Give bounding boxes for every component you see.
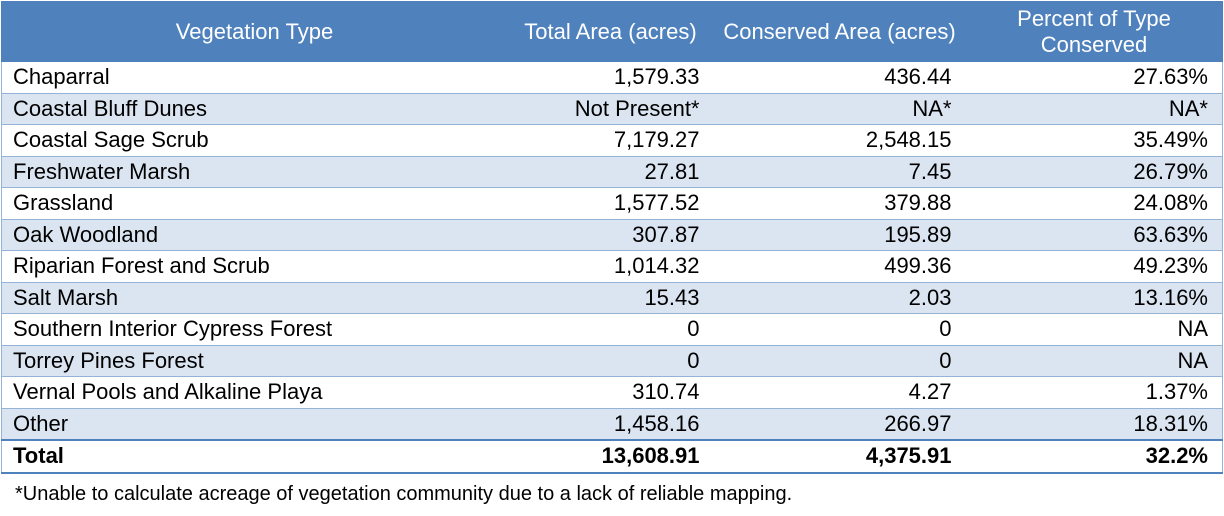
cell-conserved-area: 4.27 <box>713 376 966 409</box>
cell-vegetation-type: Southern Interior Cypress Forest <box>1 313 508 346</box>
cell-conserved-area: 2.03 <box>713 281 966 314</box>
cell-total-area: 7,179.27 <box>507 124 714 157</box>
cell-total-area: Not Present* <box>507 92 714 125</box>
cell-vegetation-type: Vernal Pools and Alkaline Playa <box>1 376 508 409</box>
table-row: Grassland 1,577.52 379.88 24.08% <box>1 187 1223 220</box>
cell-conserved-area: 379.88 <box>713 187 966 220</box>
cell-percent-conserved: 24.08% <box>965 187 1223 220</box>
table-row: Other 1,458.16 266.97 18.31% <box>1 407 1223 441</box>
table-body: Chaparral 1,579.33 436.44 27.63% Coastal… <box>1 61 1223 474</box>
cell-conserved-area: 195.89 <box>713 218 966 251</box>
cell-vegetation-type: Freshwater Marsh <box>1 155 508 188</box>
cell-percent-conserved: 26.79% <box>965 155 1223 188</box>
cell-total-area: 27.81 <box>507 155 714 188</box>
footnote: *Unable to calculate acreage of vegetati… <box>15 483 793 505</box>
table-row: Salt Marsh 15.43 2.03 13.16% <box>1 281 1223 314</box>
table-row: Oak Woodland 307.87 195.89 63.63% <box>1 218 1223 251</box>
table-row: Vernal Pools and Alkaline Playa 310.74 4… <box>1 376 1223 409</box>
cell-conserved-area: 499.36 <box>713 250 966 283</box>
header-row: Vegetation Type Total Area (acres) Conse… <box>1 1 1223 62</box>
cell-conserved-area: 7.45 <box>713 155 966 188</box>
total-percent-conserved: 32.2% <box>965 439 1223 474</box>
cell-total-area: 0 <box>507 313 714 346</box>
cell-percent-conserved: 63.63% <box>965 218 1223 251</box>
header-vegetation-type: Vegetation Type <box>1 1 508 62</box>
cell-conserved-area: 0 <box>713 344 966 377</box>
cell-percent-conserved: NA <box>965 344 1223 377</box>
cell-total-area: 15.43 <box>507 281 714 314</box>
cell-vegetation-type: Salt Marsh <box>1 281 508 314</box>
cell-percent-conserved: 49.23% <box>965 250 1223 283</box>
cell-vegetation-type: Coastal Bluff Dunes <box>1 92 508 125</box>
table-row: Chaparral 1,579.33 436.44 27.63% <box>1 61 1223 94</box>
table-row: Freshwater Marsh 27.81 7.45 26.79% <box>1 155 1223 188</box>
table-header: Vegetation Type Total Area (acres) Conse… <box>1 1 1223 62</box>
cell-vegetation-type: Grassland <box>1 187 508 220</box>
table-row: Torrey Pines Forest 0 0 NA <box>1 344 1223 377</box>
header-percent-conserved: Percent of Type Conserved <box>965 1 1223 62</box>
cell-percent-conserved: 18.31% <box>965 407 1223 441</box>
cell-conserved-area: 2,548.15 <box>713 124 966 157</box>
cell-percent-conserved: 27.63% <box>965 61 1223 94</box>
cell-total-area: 307.87 <box>507 218 714 251</box>
cell-total-area: 1,579.33 <box>507 61 714 94</box>
cell-total-area: 1,014.32 <box>507 250 714 283</box>
cell-percent-conserved: 13.16% <box>965 281 1223 314</box>
cell-vegetation-type: Coastal Sage Scrub <box>1 124 508 157</box>
cell-total-area: 0 <box>507 344 714 377</box>
cell-total-area: 1,458.16 <box>507 407 714 441</box>
cell-vegetation-type: Oak Woodland <box>1 218 508 251</box>
cell-vegetation-type: Chaparral <box>1 61 508 94</box>
total-conserved-sum: 4,375.91 <box>713 439 966 474</box>
total-area-sum: 13,608.91 <box>507 439 714 474</box>
cell-conserved-area: 0 <box>713 313 966 346</box>
cell-conserved-area: NA* <box>713 92 966 125</box>
cell-vegetation-type: Other <box>1 407 508 441</box>
cell-total-area: 310.74 <box>507 376 714 409</box>
cell-total-area: 1,577.52 <box>507 187 714 220</box>
header-total-area: Total Area (acres) <box>507 1 714 62</box>
cell-vegetation-type: Torrey Pines Forest <box>1 344 508 377</box>
cell-percent-conserved: NA* <box>965 92 1223 125</box>
cell-conserved-area: 436.44 <box>713 61 966 94</box>
total-row: Total 13,608.91 4,375.91 32.2% <box>1 439 1223 474</box>
cell-conserved-area: 266.97 <box>713 407 966 441</box>
table-row: Southern Interior Cypress Forest 0 0 NA <box>1 313 1223 346</box>
vegetation-conservation-table: Vegetation Type Total Area (acres) Conse… <box>1 1 1223 474</box>
cell-vegetation-type: Riparian Forest and Scrub <box>1 250 508 283</box>
header-conserved-area: Conserved Area (acres) <box>713 1 966 62</box>
total-label: Total <box>1 439 508 474</box>
cell-percent-conserved: NA <box>965 313 1223 346</box>
cell-percent-conserved: 1.37% <box>965 376 1223 409</box>
cell-percent-conserved: 35.49% <box>965 124 1223 157</box>
table-row: Coastal Bluff Dunes Not Present* NA* NA* <box>1 92 1223 125</box>
table-row: Coastal Sage Scrub 7,179.27 2,548.15 35.… <box>1 124 1223 157</box>
table-row: Riparian Forest and Scrub 1,014.32 499.3… <box>1 250 1223 283</box>
